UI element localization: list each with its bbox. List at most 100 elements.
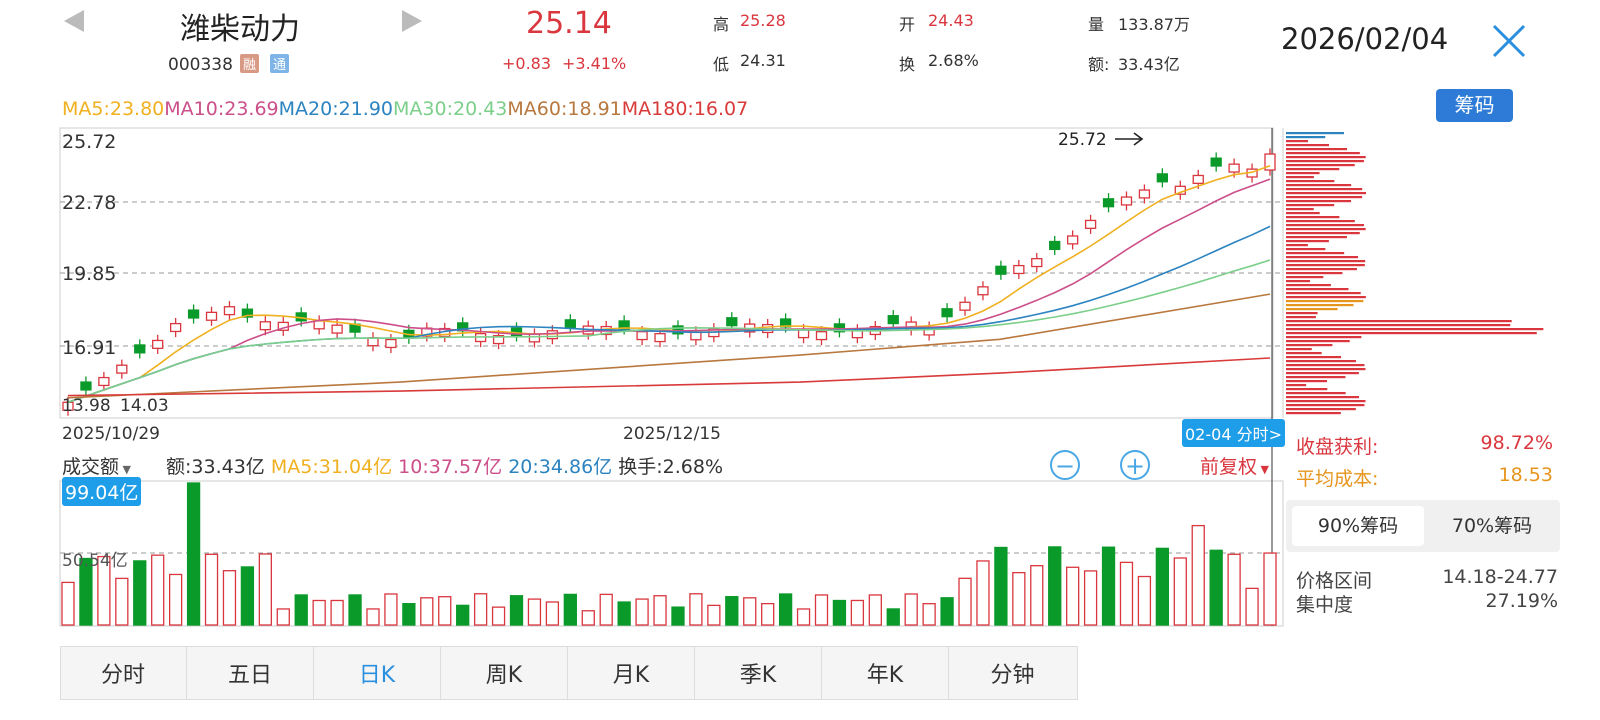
- chip-bar: [1286, 168, 1340, 171]
- volume-bar: [204, 553, 219, 626]
- volume-bar: [1048, 546, 1062, 626]
- chip-bar: [1286, 208, 1314, 211]
- candle-body: [116, 364, 128, 374]
- prev-stock-icon[interactable]: [64, 10, 84, 32]
- amount-value: 33.43亿: [1118, 55, 1180, 74]
- volume-bar: [438, 596, 452, 626]
- volume-bar: [904, 593, 918, 626]
- volume-bar: [796, 608, 811, 626]
- volume-bar: [402, 603, 416, 626]
- chip-bar: [1286, 248, 1326, 251]
- chip-bar: [1286, 348, 1312, 351]
- volume-bar: [473, 593, 488, 626]
- tab-five-day[interactable]: 五日: [187, 647, 314, 699]
- tab-quarterly-k[interactable]: 季K: [695, 647, 822, 699]
- chip-bar: [1286, 304, 1354, 307]
- chip-bar: [1286, 404, 1365, 407]
- chip-bar: [1286, 188, 1363, 191]
- volume-bar: [168, 573, 183, 626]
- chip-bar: [1286, 368, 1366, 371]
- candle-body: [62, 401, 74, 411]
- ma30-label: MA30:20.43: [393, 98, 508, 120]
- ma180-label: MA180:16.07: [621, 98, 749, 120]
- candle-body: [1138, 189, 1151, 199]
- avg-cost-value: 18.53: [1498, 464, 1553, 486]
- tab-monthly-k[interactable]: 月K: [568, 647, 695, 699]
- header-date: 2026/02/04: [1281, 22, 1449, 56]
- volume-bar: [707, 604, 721, 626]
- volume-bar: [527, 598, 542, 626]
- tab-minute[interactable]: 分钟: [990, 663, 1035, 688]
- current-price: 25.14: [526, 6, 612, 41]
- candle-body: [654, 333, 666, 343]
- tab-70-chips[interactable]: 70%筹码: [1451, 515, 1533, 537]
- connect-tag: 通: [270, 54, 290, 73]
- zoom-out-button[interactable]: −: [1050, 450, 1080, 480]
- adjust-selector[interactable]: 前复权 ▼: [1200, 452, 1269, 479]
- volume-bar: [814, 594, 829, 626]
- chip-bar: [1286, 136, 1326, 139]
- candle-body: [959, 301, 971, 311]
- high-value: 25.28: [740, 11, 786, 30]
- intraday-tag[interactable]: 02-04 分时>: [1182, 419, 1285, 447]
- volume-bar: [976, 560, 990, 626]
- ma180-line: [67, 357, 1271, 397]
- candle-body: [528, 333, 541, 343]
- tab-yearly-k[interactable]: 年K: [822, 647, 949, 699]
- tab-intraday[interactable]: 分时: [60, 647, 187, 699]
- candle-body: [887, 315, 899, 325]
- chip-bar: [1286, 196, 1363, 199]
- zoom-in-button[interactable]: +: [1120, 450, 1150, 480]
- chip-bar: [1286, 296, 1366, 299]
- volume-bar: [725, 596, 739, 626]
- ma10-label: MA10:23.69: [164, 98, 279, 120]
- chip-bar: [1286, 152, 1360, 155]
- chip-bar: [1286, 216, 1340, 219]
- stock-name: 潍柴动力: [180, 12, 300, 47]
- vol-turnover: 换手:2.68%: [618, 456, 723, 478]
- open-label: 开: [899, 15, 916, 34]
- volume-bar: [1245, 587, 1259, 626]
- vol-ma20: 20:34.86亿: [508, 456, 613, 478]
- chip-bar: [1286, 200, 1352, 203]
- volume-bar: [1119, 561, 1134, 626]
- chips-button[interactable]: 筹码: [1436, 89, 1513, 122]
- chip-bar: [1286, 388, 1328, 391]
- volume-bar: [1227, 553, 1241, 626]
- volume-bar: [79, 557, 93, 626]
- tab-daily-k[interactable]: 日K: [314, 647, 441, 699]
- chip-bar: [1286, 164, 1355, 167]
- profit-label: 收盘获利:: [1296, 436, 1379, 458]
- high-label: 高: [713, 15, 730, 34]
- chip-bar: [1286, 272, 1343, 275]
- candle-body: [636, 331, 648, 341]
- next-stock-icon[interactable]: [402, 10, 422, 32]
- candle-body: [977, 286, 989, 296]
- y-tick-5: 13.98: [62, 396, 111, 416]
- volume-bar: [276, 608, 290, 626]
- volume-selector[interactable]: 成交额 ▼: [62, 452, 131, 479]
- candle-body: [995, 265, 1007, 275]
- chip-bar: [1286, 312, 1318, 315]
- chip-bar: [1286, 276, 1324, 279]
- chip-bar: [1286, 356, 1342, 359]
- chip-bar: [1286, 256, 1359, 259]
- tab-weekly-k[interactable]: 周K: [441, 647, 568, 699]
- ma5-label: MA5:23.80: [62, 98, 165, 120]
- low-value: 24.31: [740, 51, 786, 70]
- chip-bar: [1286, 316, 1316, 319]
- stock-code: 000338: [168, 55, 233, 75]
- volume-bar: [186, 482, 201, 626]
- chip-bar: [1286, 372, 1359, 375]
- close-icon[interactable]: [1492, 24, 1526, 58]
- vol-ma5: MA5:31.04亿: [270, 456, 393, 478]
- period-tab-bar: [60, 646, 1078, 700]
- candle-body: [1031, 257, 1043, 268]
- chip-bar: [1286, 172, 1320, 175]
- tab-90-chips[interactable]: 90%筹码: [1292, 506, 1424, 546]
- x-label-2: 2025/12/15: [623, 424, 721, 444]
- volume-bar: [1030, 565, 1044, 626]
- chip-bar: [1286, 148, 1348, 151]
- chip-bar: [1286, 140, 1309, 143]
